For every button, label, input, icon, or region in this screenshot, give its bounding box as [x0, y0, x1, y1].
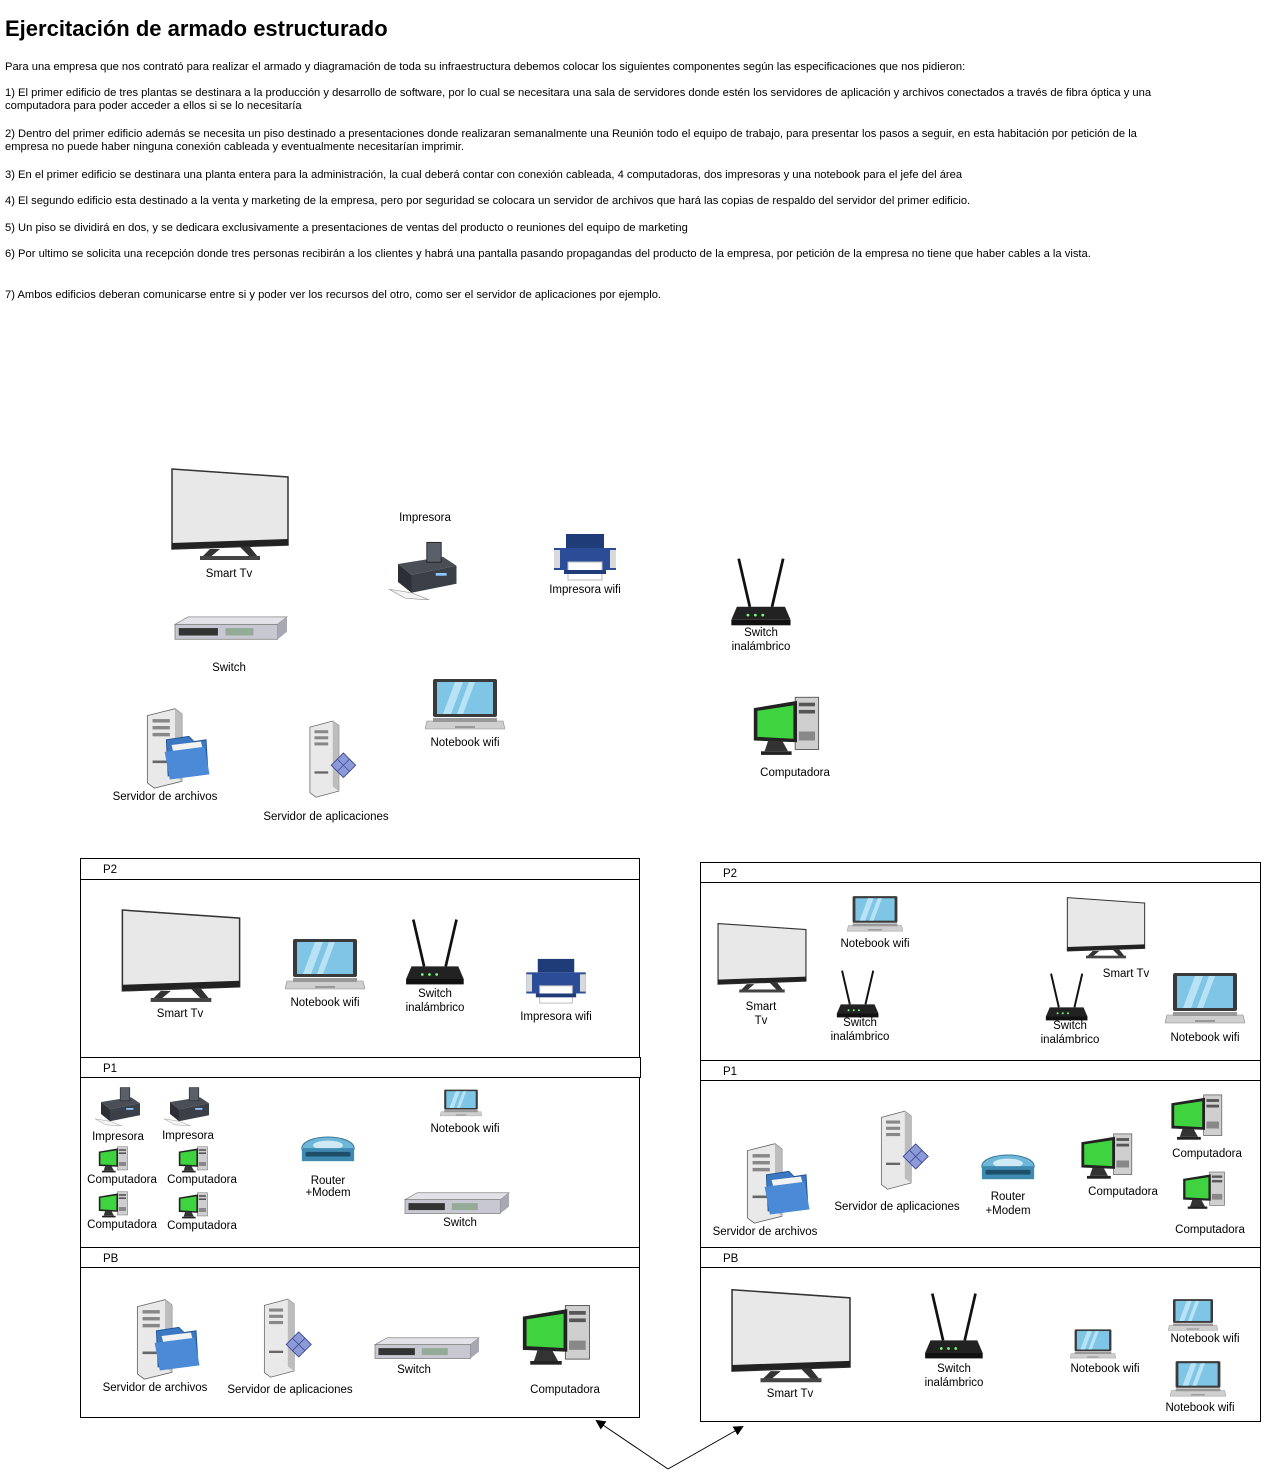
arrow-to-building-1	[597, 1421, 668, 1469]
arrow-to-building-2	[668, 1427, 742, 1469]
